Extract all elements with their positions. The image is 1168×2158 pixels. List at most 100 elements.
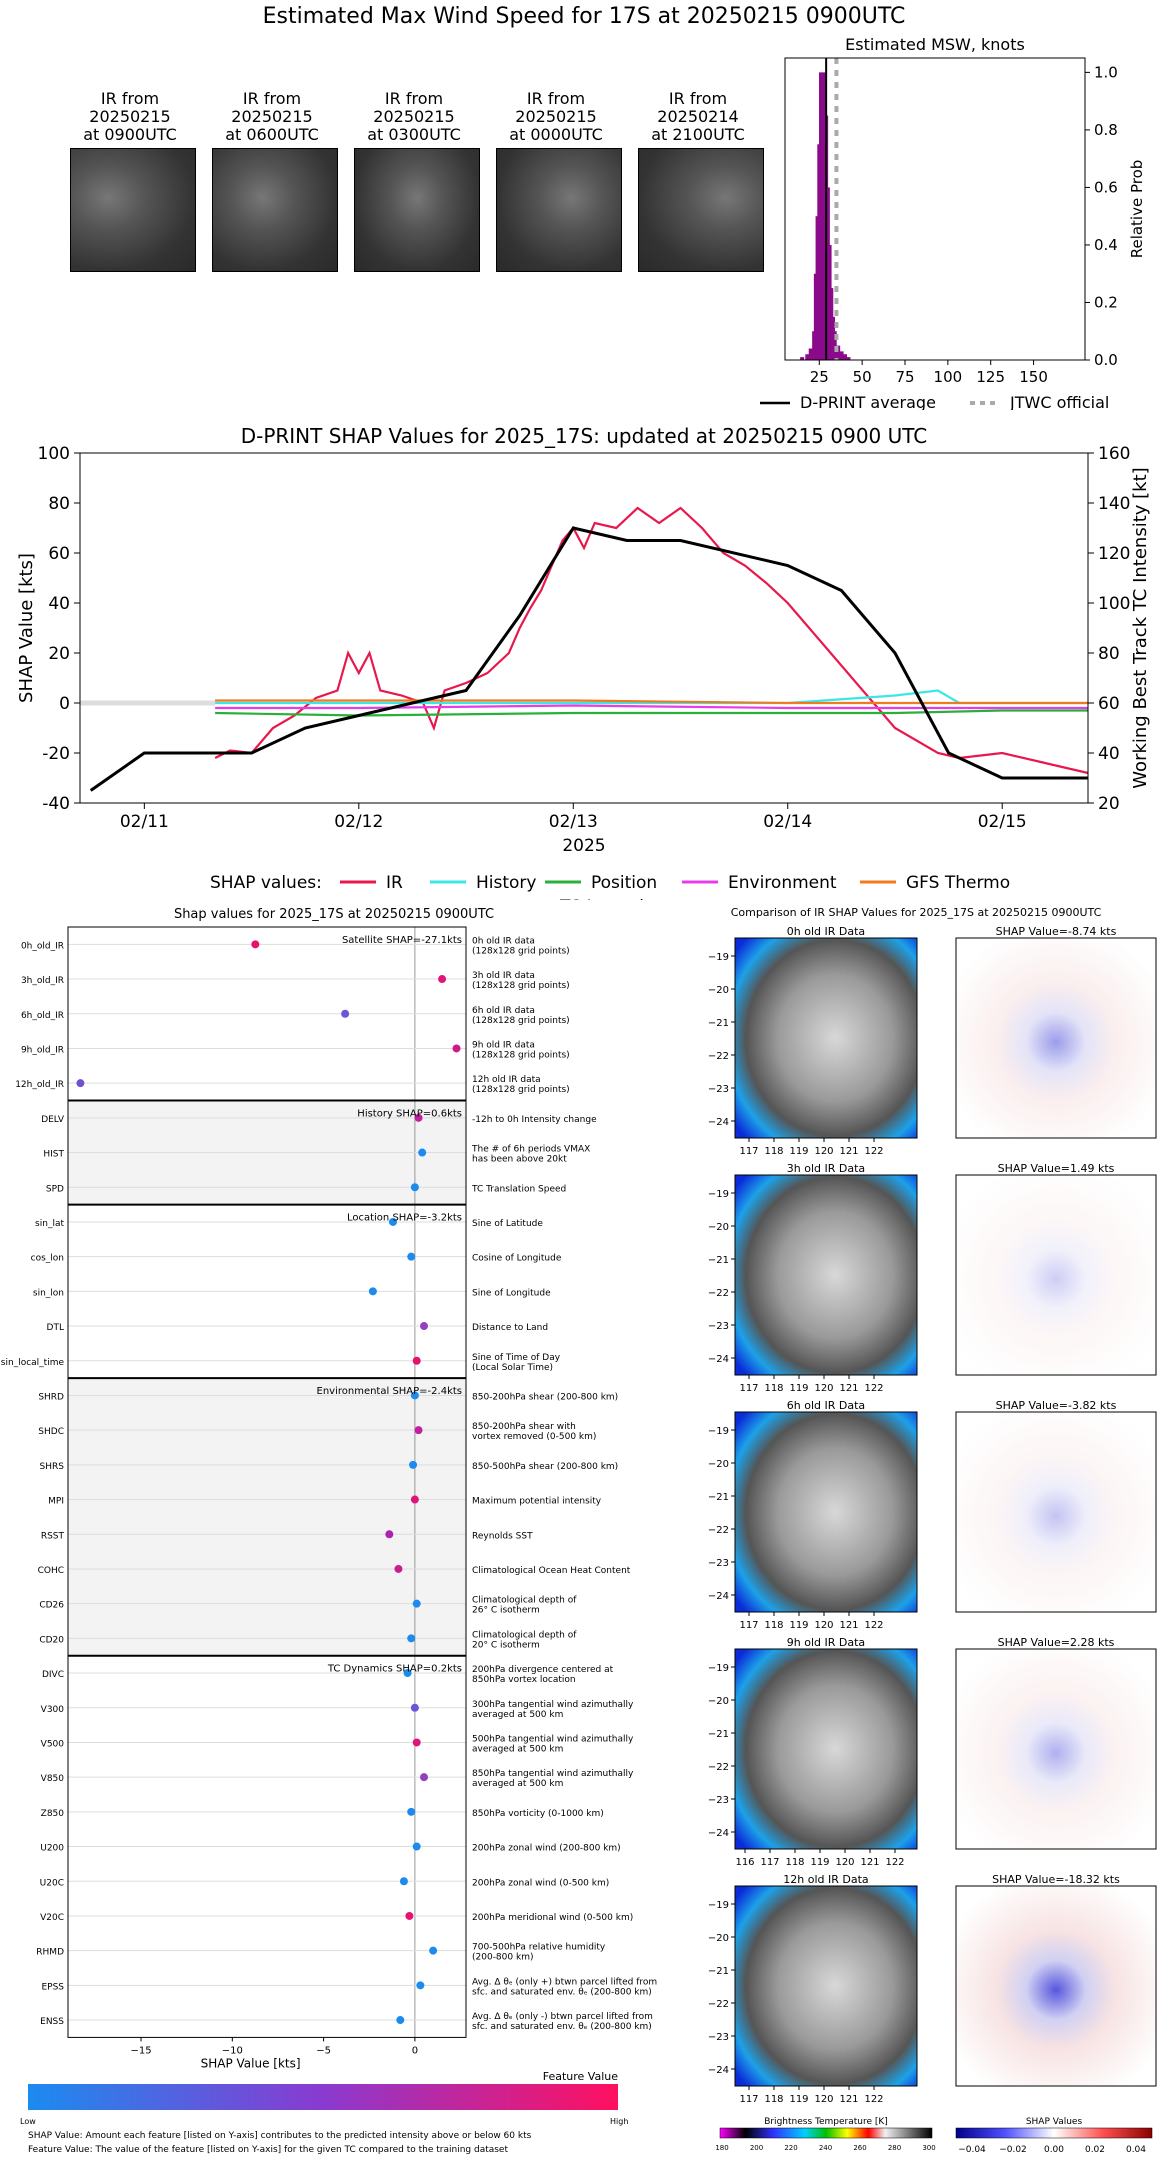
y2-tick-label: 140 [1098, 494, 1130, 514]
feature-shap-point [368, 1287, 377, 1296]
x-tick-label: 122 [864, 1620, 883, 1631]
histogram-bar [839, 351, 844, 360]
y-tick-label: −21 [708, 1729, 729, 1740]
shap-panel-image [957, 1650, 1155, 1848]
feature-description: 300hPa tangential wind azimuthally [472, 1700, 634, 1710]
thumbnail-caption-line: 20250215 [515, 107, 597, 126]
footnote-feature: Feature Value: The value of the feature … [28, 2145, 508, 2155]
feature-name: SHRS [40, 1462, 65, 1472]
msw-histogram: Estimated MSW, knots 25 50 75 100 125 150 0.0 0.… [760, 35, 1146, 410]
footnote-shap: SHAP Value: Amount each feature [listed … [28, 2131, 532, 2141]
feature-description: Climatological depth of [472, 1630, 577, 1640]
feature-shap-point [414, 1113, 423, 1122]
page-title: Estimated Max Wind Speed for 17S at 2025… [262, 4, 906, 29]
y2-tick-label: 120 [1098, 544, 1130, 564]
histogram-bar [846, 357, 851, 360]
x-tick-label: 122 [864, 2094, 883, 2105]
y-tick-label: −20 [708, 1933, 729, 1944]
feature-description: Climatological depth of [472, 1596, 577, 1606]
x-tick-label: 122 [864, 1146, 883, 1157]
bt-tick-label: 260 [853, 2144, 866, 2152]
thumbnail-caption-line: at 0300UTC [367, 125, 461, 144]
y-tick-label: −24 [708, 1591, 729, 1602]
histogram-bar [808, 348, 813, 360]
x-tick-label: 75 [895, 368, 914, 386]
bt-tick-label: 280 [888, 2144, 901, 2152]
x-tick-label: −5 [316, 2045, 331, 2056]
shap-timeseries-chart: D-PRINT SHAP Values for 2025_17S: update… [16, 424, 1151, 900]
legend-label: GFS Thermo [906, 873, 1010, 893]
timeseries-frame [79, 452, 1089, 804]
y-tick-label: 0.6 [1094, 178, 1118, 196]
y-tick-label: -40 [42, 794, 70, 814]
feature-description: averaged at 500 km [472, 1744, 563, 1754]
sv-tick-label: −0.04 [958, 2145, 986, 2155]
group-label: TC Dynamics SHAP=0.2kts [327, 1664, 462, 1675]
x-tick-label: 0 [412, 2045, 418, 2056]
feature-shap-point [396, 2016, 405, 2025]
y-tick-label: −20 [708, 1222, 729, 1233]
feature-description: 3h old IR data [472, 971, 535, 981]
histogram-bar [843, 354, 847, 360]
series-line-ir [214, 506, 1089, 775]
y-tick-label: −19 [708, 1663, 729, 1674]
feature-name: EPSS [41, 1982, 64, 1992]
y2-tick-label: 100 [1098, 594, 1130, 614]
thumbnail-caption: IR from 20250215 at 0600UTC [207, 90, 337, 144]
feature-description: Sine of Time of Day [472, 1353, 561, 1363]
y-axis-label: Relative Prob [1128, 160, 1146, 259]
x-tick-label: 121 [839, 2094, 858, 2105]
feature-shap-point [412, 1356, 421, 1365]
sv-colorbar-title: SHAP Values [1026, 2117, 1083, 2127]
feature-description: -12h to 0h Intensity change [472, 1115, 597, 1125]
y-tick-label: −22 [708, 1288, 729, 1299]
feature-description: The # of 6h periods VMAX [471, 1145, 590, 1155]
x-tick-label: 100 [934, 368, 963, 386]
feature-description: 850hPa tangential wind azimuthally [472, 1769, 634, 1779]
feature-shap-point [409, 1460, 418, 1469]
shap-panel-image [957, 1887, 1155, 2085]
feature-shap-point [407, 1634, 416, 1643]
y-tick-label: −23 [708, 1321, 729, 1332]
feature-shap-point [418, 1148, 427, 1157]
zero-band [80, 700, 216, 706]
y-tick-label: −19 [708, 1189, 729, 1200]
x-tick-label: 02/14 [763, 812, 812, 832]
x-tick-label: 121 [839, 1620, 858, 1631]
group-label: Satellite SHAP=-27.1kts [342, 935, 462, 946]
comparison-title: Comparison of IR SHAP Values for 2025_17… [731, 906, 1102, 919]
ir-panel-image [734, 1411, 918, 1613]
feature-description: 200hPa zonal wind (0-500 km) [472, 1878, 609, 1888]
feature-name: V20C [40, 1913, 64, 1923]
series-line-gfs-thermo [215, 699, 1088, 705]
x-tick-label: −10 [222, 2045, 243, 2056]
shap-panel-title: SHAP Value=-18.32 kts [992, 1873, 1120, 1886]
ir-panel-image [734, 1885, 918, 2087]
legend-label: IR [386, 873, 403, 893]
shap-panel-title: SHAP Value=-8.74 kts [996, 925, 1117, 938]
feature-description: 850-500hPa shear (200-800 km) [472, 1462, 618, 1472]
feature-name: DTL [47, 1323, 64, 1333]
histogram-bar [800, 357, 805, 360]
y-tick-label: −23 [708, 1084, 729, 1095]
y-tick-label: 20 [48, 644, 70, 664]
y-tick-label: −22 [708, 1525, 729, 1536]
ir-thumbnail-image [496, 148, 622, 272]
feature-description: (128x128 grid points) [472, 946, 570, 956]
y-tick-label: −23 [708, 2032, 729, 2043]
bt-colorbar-title: Brightness Temperature [K] [764, 2117, 888, 2127]
feature-name: sin_local_time [1, 1358, 65, 1368]
feature-description: 850hPa vortex location [472, 1675, 576, 1685]
feature-description: (200-800 km) [472, 1953, 533, 1963]
y-tick-label: −22 [708, 1762, 729, 1773]
feature-shap-point [452, 1044, 461, 1053]
feature-description: 0h old IR data [472, 936, 535, 946]
feature-shap-point [405, 1911, 414, 1920]
feature-name: V850 [41, 1774, 65, 1784]
x-tick-label: 120 [814, 1383, 833, 1394]
series-line-environment [215, 704, 1088, 710]
x-tick-label: 119 [789, 1620, 808, 1631]
y-tick-label: −23 [708, 1558, 729, 1569]
feature-description: (128x128 grid points) [472, 1050, 570, 1060]
feature-shap-point [385, 1530, 394, 1539]
